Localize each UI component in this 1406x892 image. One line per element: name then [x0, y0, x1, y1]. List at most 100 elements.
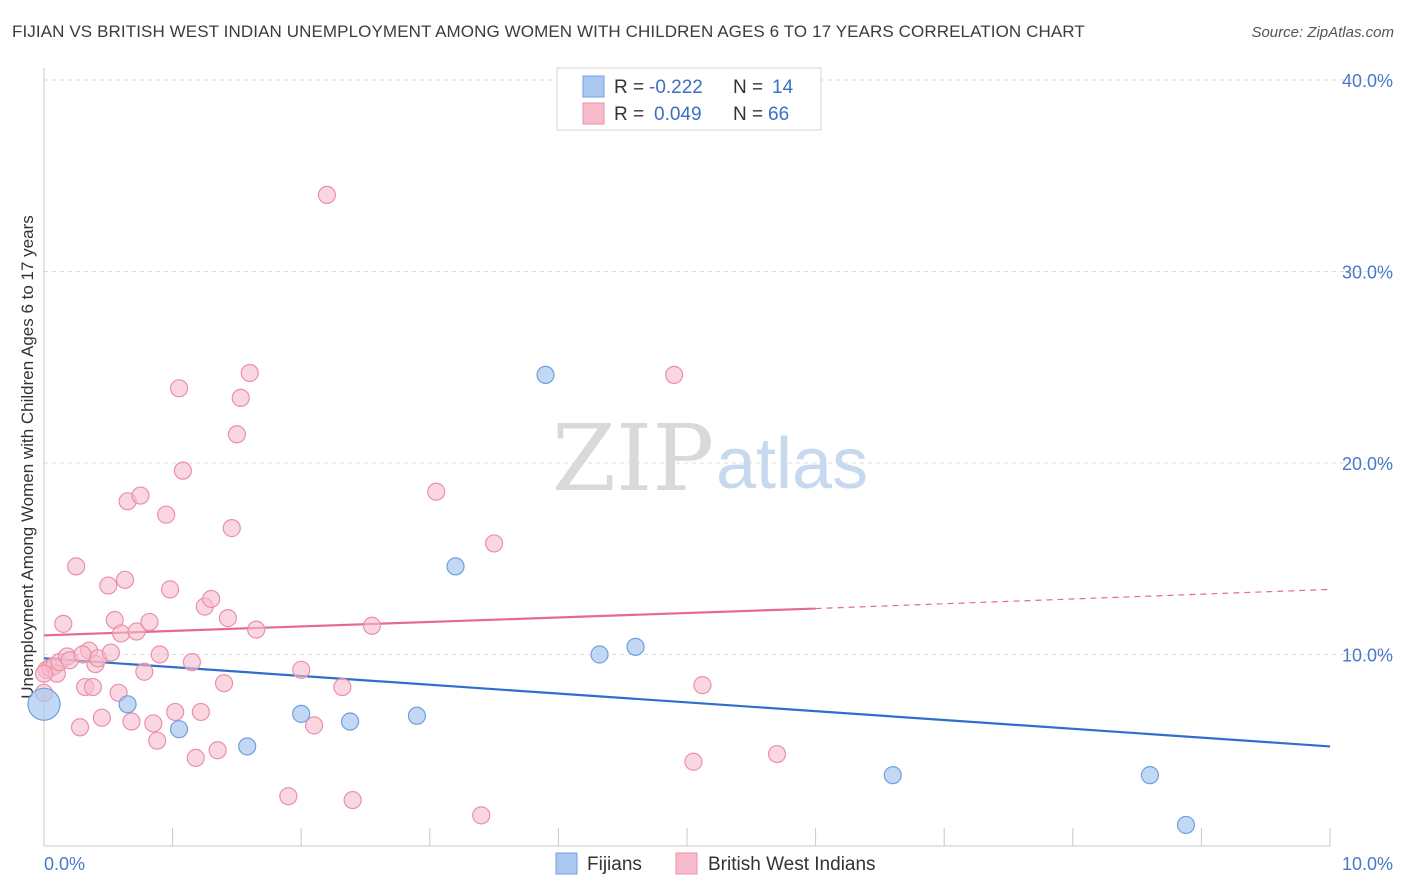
bwi-point [140, 612, 159, 632]
bwi-n-value: 66 [768, 104, 789, 125]
bwi-point [67, 557, 86, 576]
watermark: ZIP atlas [552, 405, 868, 512]
bwi-point [202, 589, 221, 609]
bwi-point [218, 609, 237, 628]
fijians-point [292, 704, 311, 723]
bwi-point [99, 576, 118, 595]
fijians-point [340, 712, 360, 731]
bwi-point [70, 718, 90, 737]
legend-bwi-swatch [675, 852, 698, 875]
fijians-point [626, 637, 645, 656]
bwi-point [83, 677, 102, 697]
x-tick-labels: 0.0% 10.0% [44, 854, 1393, 874]
bwi-point [343, 790, 362, 810]
bwi-point [222, 519, 241, 538]
y-tick-labels: 10.0% 20.0% 30.0% 40.0% [1342, 71, 1393, 666]
series-british-west-indians [34, 185, 787, 825]
bwi-point [362, 616, 382, 635]
series-legend: Fijians British West Indians [555, 852, 876, 875]
bwi-point [169, 379, 189, 398]
bwi-trend-extension [815, 588, 1331, 610]
bwi-point [767, 744, 787, 764]
source-credit: Source: ZipAtlas.com [1251, 24, 1394, 41]
bwi-n-label: N = [733, 104, 763, 125]
bwi-trend-line [43, 607, 816, 637]
bwi-point [186, 748, 205, 768]
bwi-point [92, 708, 111, 727]
bwi-point [292, 660, 311, 679]
bwi-point [148, 731, 167, 750]
fijians-point [1140, 766, 1160, 785]
bwi-point [208, 741, 227, 760]
bwi-point [191, 702, 210, 722]
bwi-point [54, 614, 73, 633]
x-ticks [43, 828, 1331, 846]
bwi-point [115, 570, 135, 589]
y-axis-title: Unemployment Among Women with Children A… [18, 215, 37, 699]
bwi-point [317, 185, 337, 204]
bwi-point [279, 787, 298, 806]
fijians-n-value: 14 [772, 77, 794, 98]
bwi-point [127, 622, 146, 641]
bwi-point [173, 461, 192, 480]
fijians-point [1176, 815, 1196, 835]
fijians-point [169, 720, 189, 739]
bwi-point [485, 534, 504, 553]
fijians-r-value: -0.222 [649, 77, 703, 98]
legend-fijians-label: Fijians [587, 854, 642, 875]
bwi-point [150, 645, 169, 664]
chart-title: FIJIAN VS BRITISH WEST INDIAN UNEMPLOYME… [12, 22, 1085, 41]
fijians-point [118, 695, 137, 714]
fijians-point [590, 645, 609, 664]
bwi-point [227, 425, 246, 444]
fijians-point [407, 706, 427, 725]
bwi-point [247, 620, 266, 639]
bwi-point [182, 653, 201, 672]
fijians-point [883, 766, 902, 785]
bwi-point [214, 674, 234, 693]
bwi-r-label: R = [614, 104, 644, 125]
bwi-point [472, 806, 491, 825]
bwi-point [665, 365, 684, 385]
bwi-point [34, 664, 54, 683]
bwi-point [131, 486, 150, 505]
fijians-point [238, 737, 257, 756]
y-tick-label: 10.0% [1342, 646, 1393, 666]
bwi-point [240, 363, 259, 383]
bwi-point [135, 662, 154, 681]
fijians-point [27, 687, 61, 721]
legend-fijians-swatch [555, 852, 578, 875]
fijians-r-label: R = [614, 77, 644, 98]
fijians-trend-line [43, 657, 1331, 748]
bwi-point [73, 645, 92, 664]
bwi-point [160, 580, 180, 599]
bwi-point [122, 712, 141, 731]
bwi-point [157, 505, 176, 524]
stats-legend: R = -0.222 N = 14 R = 0.049 N = 66 [556, 67, 822, 131]
bwi-point [693, 676, 712, 695]
legend-bwi-label: British West Indians [708, 854, 876, 875]
watermark-atlas: atlas [716, 424, 868, 504]
fijians-swatch [582, 75, 605, 98]
bwi-swatch [582, 102, 605, 125]
bwi-point [112, 624, 131, 643]
x-tick-label: 0.0% [44, 854, 85, 874]
watermark-zip: ZIP [552, 405, 714, 512]
trend-lines [43, 588, 1331, 748]
bwi-point [304, 716, 324, 735]
bwi-point [166, 702, 185, 722]
bwi-r-value: 0.049 [654, 104, 702, 125]
bwi-point [684, 752, 703, 771]
fijians-n-label: N = [733, 77, 763, 98]
bwi-point [427, 482, 446, 501]
bwi-point [231, 388, 250, 407]
y-tick-label: 20.0% [1342, 454, 1393, 474]
fijians-point [536, 365, 555, 385]
y-tick-label: 30.0% [1342, 263, 1393, 283]
fijians-point [446, 557, 465, 576]
bwi-point [144, 714, 163, 733]
series-fijians [27, 365, 1196, 835]
bwi-point [333, 677, 352, 697]
x-tick-label: 10.0% [1342, 854, 1393, 874]
